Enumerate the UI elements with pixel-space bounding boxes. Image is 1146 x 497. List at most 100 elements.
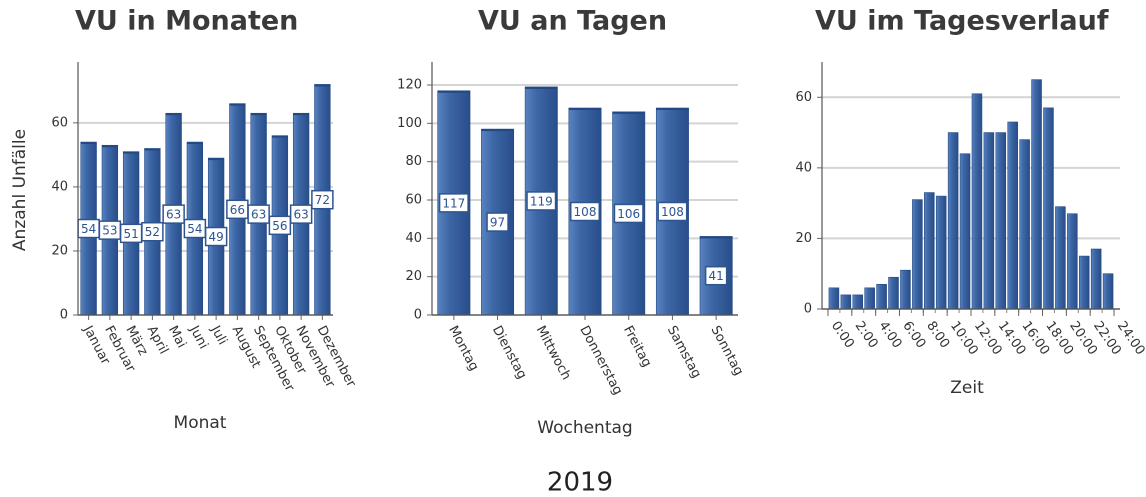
y-tick-label: 0 [414, 308, 422, 323]
bar [1078, 255, 1090, 310]
y-tick-label: 20 [795, 231, 812, 246]
x-tick-label: 0:00 [828, 319, 857, 352]
bar-top [481, 129, 514, 132]
bar [959, 153, 971, 310]
bar-top [250, 113, 267, 116]
bar-top [437, 90, 471, 93]
y-tick-label: 0 [804, 302, 812, 317]
x-tick-label: Donnerstag [576, 323, 625, 397]
data-label-box [289, 204, 313, 224]
data-label: 63 [251, 208, 266, 222]
data-label: 51 [123, 227, 138, 241]
data-label: 119 [530, 194, 553, 208]
data-label: 54 [81, 222, 96, 236]
y-tick-label: 20 [405, 269, 422, 284]
data-label: 108 [574, 205, 597, 219]
data-label-box [570, 201, 600, 222]
y-tick-label: 60 [51, 115, 68, 130]
data-label: 72 [315, 193, 330, 207]
data-label-box [486, 212, 509, 232]
chart-title: VU an Tagen [478, 6, 667, 37]
bar [864, 287, 875, 310]
bar [1055, 206, 1066, 310]
x-tick-label: Juni [186, 323, 211, 352]
bar-top [293, 113, 309, 116]
bar-top [314, 84, 331, 87]
bar [995, 132, 1007, 310]
y-tick-label: 120 [397, 78, 422, 93]
x-tick-label: Freitag [620, 323, 654, 369]
data-label-box [162, 204, 185, 224]
bar-top [568, 108, 602, 110]
bar-top [208, 158, 224, 161]
bar-top [80, 142, 97, 145]
bar [1031, 79, 1042, 310]
data-label: 41 [709, 269, 724, 283]
bar [1019, 139, 1030, 310]
data-label: 97 [490, 216, 505, 230]
chart-title: VU in Monaten [75, 6, 298, 37]
x-axis-label: Wochentag [537, 418, 632, 438]
y-tick-label: 40 [405, 231, 422, 246]
bar-top [525, 86, 558, 89]
x-axis-label: Zeit [950, 378, 984, 398]
data-label: 56 [272, 219, 287, 233]
bar [900, 269, 911, 310]
x-tick-label: Sonntag [708, 323, 747, 378]
data-label: 66 [230, 203, 245, 217]
data-label-box [438, 193, 469, 213]
bar [852, 294, 864, 310]
bar [840, 294, 852, 310]
data-label: 108 [661, 205, 684, 219]
x-tick-label: Mittwoch [533, 323, 574, 382]
bar [1043, 107, 1054, 310]
bar-top [165, 113, 182, 116]
data-label: 53 [102, 224, 117, 238]
bar [947, 132, 959, 310]
data-label-box [204, 226, 228, 247]
y-tick-label: 20 [51, 243, 68, 258]
x-tick-label: 4:00 [875, 319, 904, 352]
bar-top [229, 103, 246, 106]
bar-top [187, 142, 203, 145]
bar-top [272, 135, 288, 138]
y-tick-label: 100 [397, 116, 422, 131]
bar [983, 132, 995, 310]
bar [1007, 121, 1018, 310]
bar-top [102, 145, 118, 148]
y-tick-label: 60 [405, 193, 422, 208]
bar [912, 199, 923, 310]
y-tick-label: 40 [795, 160, 812, 175]
y-tick-label: 0 [60, 308, 68, 323]
data-label: 106 [617, 207, 640, 221]
bar-top [144, 148, 161, 151]
bar [888, 276, 899, 310]
bar [971, 93, 983, 310]
data-label: 63 [293, 208, 308, 222]
bar [935, 195, 947, 310]
x-tick-label: Dienstag [489, 323, 529, 381]
y-axis-label: Anzahl Unfälle [10, 129, 30, 251]
data-label-box [526, 191, 557, 211]
data-label: 54 [187, 222, 202, 236]
data-label: 63 [166, 208, 181, 222]
data-label-box [613, 203, 644, 224]
y-tick-label: 80 [405, 154, 422, 169]
chart-title: VU im Tagesverlauf [815, 6, 1109, 37]
data-label-box [657, 201, 688, 222]
bar [1067, 213, 1078, 310]
bar [924, 192, 935, 310]
data-label-box [141, 221, 164, 242]
bar [1102, 273, 1114, 310]
data-label: 52 [145, 225, 160, 239]
footer-year: 2019 [547, 468, 613, 497]
x-tick-label: Samstag [664, 323, 704, 380]
bar-top [699, 236, 733, 239]
bar-top [123, 151, 139, 154]
y-tick-label: 60 [795, 90, 812, 105]
bar [828, 287, 840, 310]
x-tick-label: Montag [445, 323, 481, 373]
y-tick-label: 40 [51, 179, 68, 194]
data-label-box [704, 265, 728, 286]
